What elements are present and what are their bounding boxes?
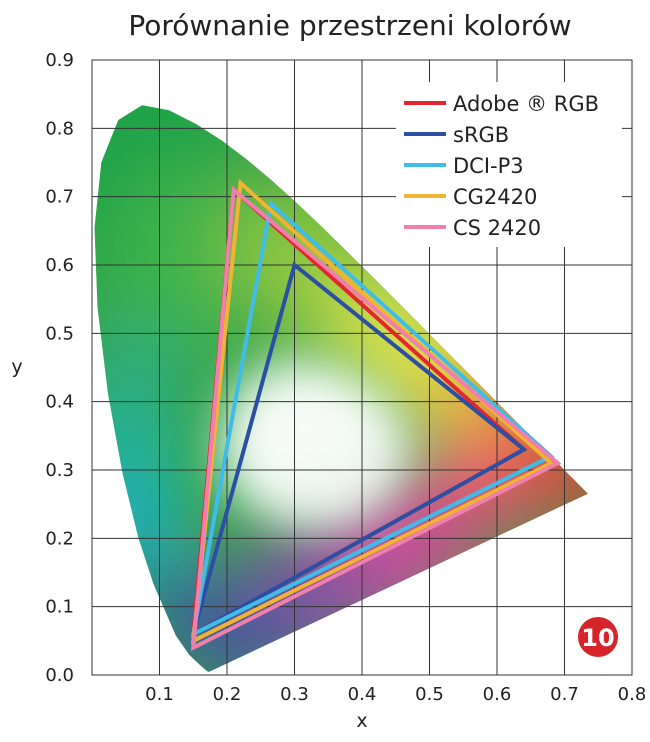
gamut-triangle-2 [190,261,528,639]
plot-frame [91,59,633,676]
legend-label: Adobe ® RGB [453,92,599,116]
y-tick-label: 0.3 [45,460,74,481]
gamut-triangle-4 [190,178,555,645]
x-tick-label: 0.7 [550,684,579,705]
badge-circle [578,617,618,657]
x-tick-label: 0.8 [618,684,647,705]
legend-label: CG2420 [453,185,537,209]
y-tick-label: 0.8 [45,118,74,139]
axis-ticks: 0.1 0.2 0.3 0.4 0.5 0.6 0.7 0.8 0.0 0.1 0.2 0.3 0.4 0… [45,50,646,705]
y-tick-label: 0.2 [45,528,74,549]
legend-label: CS 2420 [453,216,541,240]
y-tick-label: 0.0 [45,665,74,686]
badge-number: 10 [581,624,614,652]
x-tick-label: 0.6 [483,684,512,705]
y-tick-label: 0.9 [45,50,74,71]
y-tick-label: 0.4 [45,392,74,413]
y-tick-label: 0.1 [45,597,74,618]
x-tick-label: 0.5 [415,684,444,705]
x-tick-label: 0.1 [145,684,174,705]
x-tick-label: 0.4 [348,684,377,705]
legend: Adobe ® RGB sRGB DCI-P3 CG2420 CS 2420 [396,82,622,247]
badge: 10 [578,617,618,657]
x-tick-label: 0.3 [280,684,309,705]
gamut-triangles [190,178,562,652]
x-tick-label: 0.2 [213,684,242,705]
legend-label: sRGB [453,123,509,147]
legend-label: DCI-P3 [453,154,524,178]
y-tick-label: 0.5 [45,323,74,344]
y-tick-label: 0.7 [45,187,74,208]
chart-title: Porównanie przestrzeni kolorów [128,9,571,42]
x-axis-label: x [356,710,367,732]
y-axis-label: y [11,356,22,378]
gamut-triangle-3 [190,199,555,638]
gamut-triangle-5 [190,185,562,652]
y-tick-label: 0.6 [45,255,74,276]
